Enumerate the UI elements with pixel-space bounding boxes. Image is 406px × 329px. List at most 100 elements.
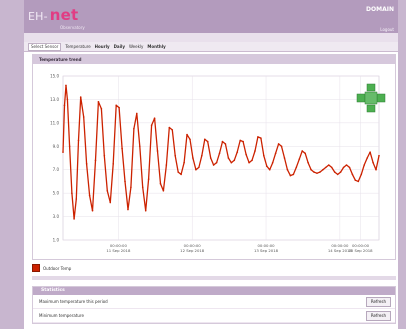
data-point bbox=[345, 164, 348, 166]
data-point bbox=[333, 171, 336, 173]
data-point bbox=[375, 168, 377, 171]
statistics-title: Statistics bbox=[33, 287, 395, 295]
nav-item-daily[interactable]: Daily bbox=[113, 44, 125, 49]
data-point bbox=[277, 143, 280, 145]
data-point bbox=[298, 158, 301, 160]
data-point bbox=[174, 154, 177, 157]
logo[interactable]: EH-net bbox=[28, 6, 78, 24]
data-point bbox=[369, 151, 371, 153]
x-tick-date-label: 12 Sep 2018 bbox=[180, 248, 205, 253]
data-point bbox=[360, 173, 363, 176]
data-point bbox=[85, 163, 88, 165]
data-point bbox=[295, 166, 298, 169]
header-subtitle: Observatory bbox=[60, 25, 85, 30]
chart-panel: Temperature trend 1.0 3.0 5.0 7.0 9.0 11.0 13.… bbox=[32, 54, 396, 260]
data-point bbox=[245, 153, 247, 156]
data-point bbox=[68, 145, 71, 148]
data-point bbox=[242, 140, 244, 143]
nav-bar: Select Sensor Temperature Hourly Daily W… bbox=[24, 42, 398, 52]
data-point bbox=[209, 157, 212, 159]
data-point bbox=[363, 164, 366, 166]
data-point bbox=[75, 198, 78, 200]
y-tick-label: 15.0 bbox=[50, 74, 59, 79]
data-point bbox=[230, 161, 233, 164]
data-point bbox=[195, 168, 197, 171]
data-point bbox=[251, 159, 253, 162]
data-point bbox=[73, 218, 75, 220]
data-point bbox=[79, 96, 82, 98]
data-point bbox=[304, 152, 306, 155]
data-point bbox=[212, 164, 215, 166]
data-point bbox=[301, 150, 304, 152]
nav-item-hourly[interactable]: Hourly bbox=[94, 44, 110, 49]
data-point bbox=[378, 154, 380, 157]
nav-item-weekly[interactable]: Weekly bbox=[128, 44, 144, 49]
data-point bbox=[218, 152, 221, 155]
data-point bbox=[248, 161, 250, 164]
data-point bbox=[165, 164, 168, 166]
stats-row: Maximum temperature this period Refresh bbox=[33, 295, 395, 309]
data-point bbox=[316, 172, 318, 175]
refresh-button[interactable]: Refresh bbox=[365, 311, 391, 321]
x-tick-time-label: 00:00:00 bbox=[258, 243, 276, 248]
x-tick-time-label: 00:00:00 bbox=[352, 243, 370, 248]
data-point bbox=[348, 166, 351, 169]
data-point bbox=[147, 178, 150, 180]
data-point bbox=[198, 166, 200, 169]
data-point bbox=[133, 127, 135, 130]
data-point bbox=[289, 174, 292, 177]
data-point bbox=[265, 165, 268, 167]
data-point bbox=[271, 161, 274, 164]
nav-item-monthly[interactable]: Monthly bbox=[147, 44, 166, 49]
y-tick-label: 3.0 bbox=[53, 214, 60, 219]
pan-left-icon[interactable] bbox=[356, 93, 366, 103]
section-divider bbox=[32, 276, 396, 280]
data-point bbox=[354, 179, 357, 182]
data-point bbox=[103, 154, 106, 157]
x-tick-time-label: 00:00:00 bbox=[331, 243, 349, 248]
domain-label: DOMAIN bbox=[366, 6, 394, 13]
zoom-reset-icon[interactable] bbox=[364, 91, 378, 105]
data-point bbox=[112, 163, 115, 165]
pan-right-icon[interactable] bbox=[376, 93, 386, 103]
plot-area bbox=[62, 75, 380, 241]
data-point bbox=[109, 201, 112, 204]
data-point bbox=[156, 150, 159, 152]
data-point bbox=[351, 173, 354, 176]
pan-down-icon[interactable] bbox=[366, 104, 376, 113]
data-point bbox=[327, 164, 330, 166]
data-point bbox=[63, 104, 66, 107]
data-point bbox=[106, 190, 109, 192]
data-point bbox=[330, 166, 333, 169]
data-point bbox=[168, 126, 171, 129]
data-point bbox=[91, 209, 94, 212]
data-point bbox=[322, 168, 324, 171]
data-point bbox=[62, 151, 64, 153]
data-point bbox=[141, 186, 144, 189]
data-point bbox=[201, 154, 203, 157]
sensor-select[interactable]: Select Sensor bbox=[28, 42, 62, 51]
data-point bbox=[124, 180, 126, 183]
data-point bbox=[280, 145, 283, 148]
stats-row: Minimum temperature Refresh bbox=[33, 309, 395, 323]
data-point bbox=[127, 208, 129, 211]
refresh-button[interactable]: Refresh bbox=[365, 297, 391, 307]
data-point bbox=[260, 137, 262, 139]
data-point bbox=[77, 139, 80, 142]
logo-prefix: EH- bbox=[28, 10, 48, 23]
logout-link[interactable]: Logout bbox=[380, 27, 394, 32]
data-point bbox=[159, 182, 162, 185]
data-point bbox=[136, 112, 138, 115]
data-point bbox=[357, 180, 360, 183]
data-point bbox=[215, 161, 218, 164]
x-tick-date-label: 11 Sep 2018 bbox=[106, 248, 131, 253]
legend-swatch bbox=[32, 264, 40, 272]
pan-up-icon[interactable] bbox=[366, 83, 376, 92]
data-point bbox=[100, 108, 103, 110]
stats-row-label: Maximum temperature this period bbox=[39, 299, 108, 304]
x-tick-date-label: 13 Sep 2018 bbox=[254, 248, 279, 253]
nav-item-temperature[interactable]: Temperature bbox=[65, 44, 91, 49]
data-point bbox=[115, 104, 117, 107]
